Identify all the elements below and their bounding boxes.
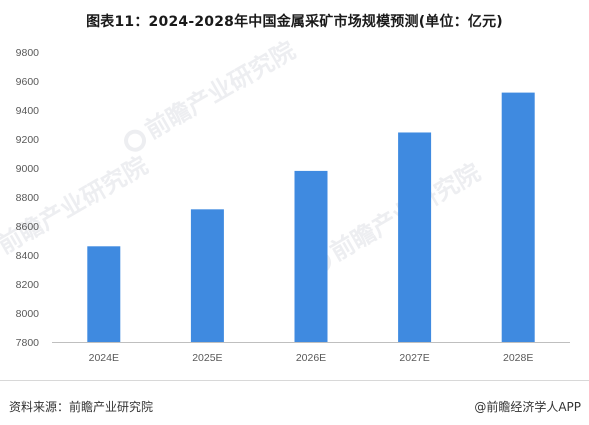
y-tick-label: 7800 (16, 337, 40, 349)
y-tick-label: 8800 (16, 192, 40, 204)
x-tick-label: 2028E (503, 352, 533, 364)
source-note: 资料来源：前瞻产业研究院 (9, 400, 154, 414)
bars (87, 92, 535, 342)
x-tick-label: 2025E (192, 352, 222, 364)
y-tick-label: 8200 (16, 279, 40, 291)
y-axis-ticks: 7800 8000 8200 8400 8600 8800 9000 9200 9400 9600… (16, 47, 40, 349)
bar-2024E (87, 246, 121, 342)
y-tick-label: 8400 (16, 250, 40, 262)
brand-credit: @前瞻经济学人APP (474, 400, 581, 414)
bar-2025E (190, 209, 224, 342)
y-tick-label: 9000 (16, 163, 40, 175)
x-axis-ticks: 2024E 2025E 2026E 2027E 2028E (89, 352, 534, 364)
bar-2026E (294, 170, 328, 342)
y-tick-label: 8600 (16, 221, 40, 233)
x-tick-label: 2027E (399, 352, 429, 364)
y-tick-label: 8000 (16, 308, 40, 320)
y-tick-label: 9200 (16, 134, 40, 146)
footer: 资料来源：前瞻产业研究院 @前瞻经济学人APP (0, 380, 589, 425)
x-tick-label: 2026E (296, 352, 326, 364)
chart-title: 图表11：2024-2028年中国金属采矿市场规模预测(单位：亿元) (86, 14, 503, 30)
y-tick-label: 9600 (16, 76, 40, 88)
bar-2027E (398, 132, 432, 342)
y-tick-label: 9400 (16, 105, 40, 117)
y-tick-label: 9800 (16, 47, 40, 59)
x-tick-label: 2024E (89, 352, 119, 364)
bar-2028E (501, 92, 535, 342)
